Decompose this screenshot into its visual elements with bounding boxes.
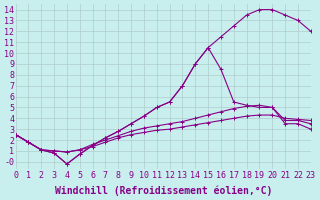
X-axis label: Windchill (Refroidissement éolien,°C): Windchill (Refroidissement éolien,°C) xyxy=(54,185,272,196)
